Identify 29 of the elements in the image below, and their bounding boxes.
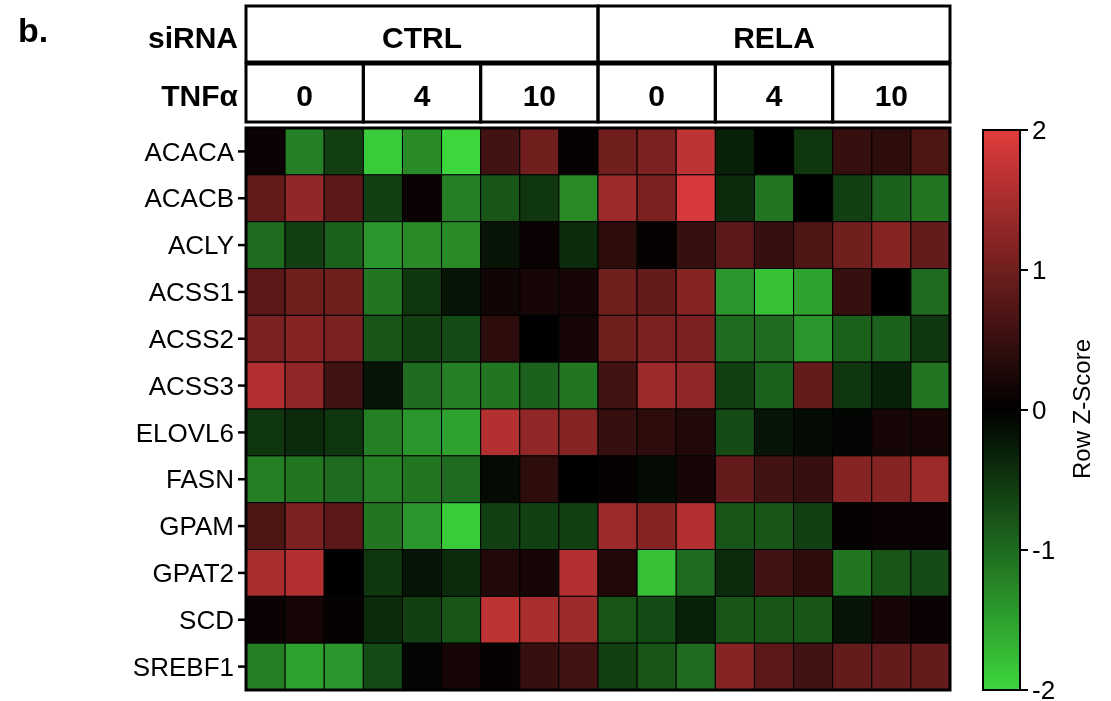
color-bar-label: 2 (1032, 115, 1047, 146)
y-tick-label: ELOVL6 (135, 417, 234, 448)
y-tick-label: SCD (179, 604, 234, 635)
text: 0 (648, 79, 666, 112)
y-tick-label: FASN (166, 464, 234, 495)
text: 10 (522, 79, 557, 112)
text: siRNA (147, 21, 238, 54)
y-tick-label: SREBF1 (132, 651, 234, 682)
y-tick-label: GPAM (159, 511, 234, 542)
text: 10 (874, 79, 909, 112)
text: TNFα (161, 79, 239, 112)
y-tick-label: ACSS3 (148, 370, 234, 401)
color-bar-title: Row Z-Score (1068, 338, 1095, 480)
color-bar-label: -2 (1032, 675, 1056, 701)
y-tick-label: ACSS2 (148, 323, 234, 354)
y-tick-label: ACLY (168, 230, 234, 261)
y-tick-label: GPAT2 (152, 558, 234, 589)
y-tick-label: ACACA (144, 136, 235, 167)
color-bar-label: 1 (1032, 255, 1047, 286)
color-bar-label: -1 (1032, 535, 1056, 566)
text: 4 (413, 79, 431, 112)
text: 4 (765, 79, 783, 112)
text: 0 (296, 79, 314, 112)
y-tick-label: ACACB (144, 183, 234, 214)
y-tick-label: ACSS1 (148, 277, 234, 308)
chart-title: b. (18, 11, 49, 49)
text: RELA (733, 21, 815, 54)
color-bar-label: 0 (1032, 395, 1047, 426)
text: CTRL (382, 21, 462, 54)
